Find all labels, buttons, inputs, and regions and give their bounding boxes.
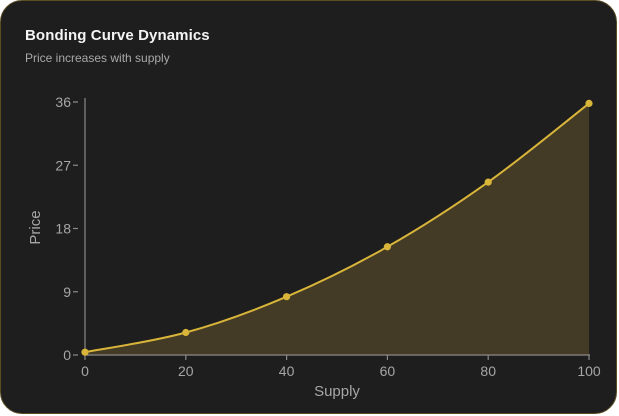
x-tick-label: 0 bbox=[81, 363, 89, 379]
data-point bbox=[182, 328, 190, 337]
x-tick-label: 100 bbox=[577, 363, 601, 379]
y-axis-label: Price bbox=[27, 210, 44, 244]
data-point bbox=[81, 348, 89, 356]
curve-line bbox=[84, 102, 590, 354]
y-tick-label: 9 bbox=[63, 284, 71, 300]
chart-subtitle: Price increases with supply bbox=[25, 51, 170, 65]
y-tick-label: 18 bbox=[55, 221, 71, 237]
x-tick-label: 40 bbox=[279, 363, 295, 379]
x-tick-label: 60 bbox=[380, 363, 396, 379]
chart-title: Bonding Curve Dynamics bbox=[25, 27, 210, 44]
data-point bbox=[585, 99, 593, 108]
x-axis-label: Supply bbox=[314, 383, 360, 400]
x-ticks: 0 20 40 60 80 100 bbox=[81, 355, 601, 379]
data-point bbox=[383, 243, 391, 251]
x-tick-label: 80 bbox=[480, 363, 496, 379]
area-fill bbox=[85, 103, 589, 356]
y-ticks: 0 9 18 27 36 bbox=[55, 94, 78, 363]
y-tick-label: 27 bbox=[55, 157, 71, 173]
y-tick-label: 36 bbox=[55, 94, 71, 110]
y-tick-label: 0 bbox=[63, 347, 71, 363]
data-points bbox=[81, 99, 593, 356]
x-tick-label: 20 bbox=[178, 363, 194, 379]
data-point bbox=[283, 293, 291, 301]
data-point bbox=[484, 178, 492, 186]
